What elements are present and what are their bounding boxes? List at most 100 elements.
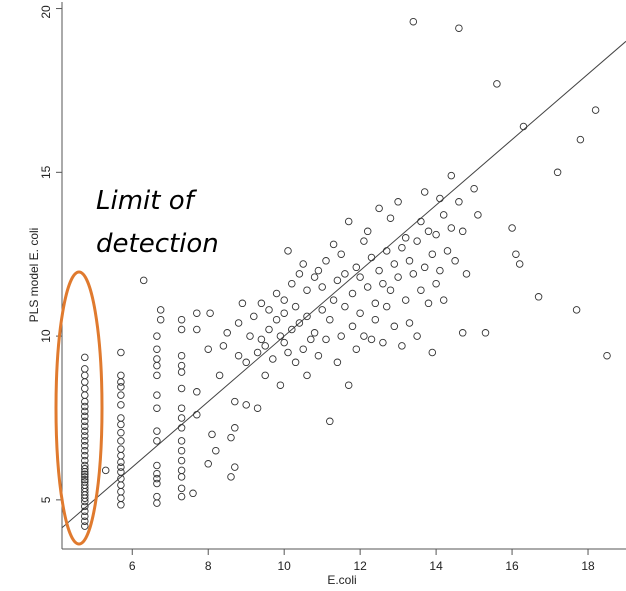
data-point — [223, 329, 231, 337]
x-tick-label: 6 — [129, 559, 136, 573]
data-point — [288, 279, 296, 288]
data-point — [117, 437, 125, 445]
data-point — [81, 481, 89, 489]
data-point — [512, 250, 520, 258]
data-point — [231, 424, 239, 432]
data-point — [424, 227, 433, 236]
plot-area — [61, 2, 626, 550]
data-point — [443, 247, 452, 255]
data-point — [280, 309, 288, 317]
data-point — [81, 456, 89, 465]
data-point — [117, 391, 125, 399]
data-point — [81, 446, 89, 455]
data-point — [458, 329, 467, 337]
data-point — [420, 188, 429, 196]
data-point — [481, 329, 490, 337]
data-point — [153, 404, 161, 412]
data-point — [417, 286, 425, 294]
data-point — [117, 401, 125, 409]
data-point — [458, 227, 467, 236]
data-point — [417, 217, 425, 226]
data-point — [269, 355, 277, 363]
data-point — [405, 257, 414, 265]
data-point — [348, 289, 357, 298]
x-tick-label: 14 — [429, 559, 443, 573]
data-point — [117, 371, 125, 380]
data-point — [227, 433, 235, 442]
data-point — [360, 332, 368, 340]
data-point — [177, 437, 186, 445]
data-point — [303, 286, 311, 294]
data-point — [371, 299, 380, 308]
data-point — [193, 388, 201, 396]
data-point — [329, 240, 338, 249]
data-point — [455, 198, 463, 206]
data-point — [337, 250, 345, 258]
data-point — [81, 507, 89, 516]
data-point — [81, 475, 89, 484]
data-point — [193, 410, 201, 419]
limit-of-detection-highlight-ellipse — [54, 270, 104, 546]
data-point — [508, 224, 516, 232]
data-point — [101, 466, 110, 475]
data-point — [81, 512, 89, 520]
data-point — [156, 315, 165, 324]
data-point — [253, 404, 262, 412]
data-point — [177, 492, 186, 501]
data-point — [348, 322, 357, 331]
data-point — [367, 253, 376, 262]
data-point — [81, 442, 89, 450]
y-tick-label: 5 — [39, 496, 53, 503]
data-point — [265, 325, 273, 334]
data-point — [591, 106, 600, 114]
data-point — [329, 296, 338, 304]
data-point — [231, 463, 239, 471]
data-point — [310, 273, 319, 281]
data-point — [367, 335, 376, 344]
data-point — [81, 422, 89, 430]
data-point — [177, 456, 186, 465]
data-point — [177, 446, 186, 455]
data-point — [261, 342, 269, 350]
x-tick-label: 10 — [278, 559, 292, 573]
data-point — [177, 325, 186, 334]
data-point — [291, 358, 300, 367]
data-point — [276, 381, 285, 389]
data-point — [553, 168, 562, 177]
data-point — [153, 345, 161, 353]
data-point — [390, 260, 399, 268]
data-point — [394, 273, 402, 281]
data-point — [333, 276, 342, 285]
data-point — [344, 381, 353, 389]
data-point — [462, 270, 471, 278]
data-point — [447, 224, 456, 232]
data-point — [231, 397, 239, 406]
data-point — [117, 445, 125, 453]
data-point — [242, 358, 250, 367]
data-point — [117, 468, 125, 476]
data-point — [193, 309, 201, 317]
data-point — [208, 430, 216, 439]
data-point — [212, 446, 220, 455]
data-point — [576, 135, 585, 144]
data-point — [398, 243, 406, 252]
data-point — [117, 463, 125, 471]
data-point — [81, 461, 89, 470]
data-point — [81, 432, 89, 440]
data-point — [436, 194, 444, 203]
data-point — [117, 428, 125, 437]
data-point — [81, 451, 89, 460]
data-point — [246, 332, 254, 340]
data-point — [447, 171, 456, 180]
data-point — [303, 312, 311, 321]
data-point — [261, 371, 269, 380]
data-point — [117, 383, 125, 391]
data-point — [363, 227, 372, 236]
data-point — [177, 361, 186, 370]
data-point — [81, 465, 89, 473]
data-point — [394, 198, 402, 206]
data-point — [493, 80, 501, 88]
data-point — [474, 211, 482, 219]
data-point — [227, 473, 235, 481]
data-point — [344, 217, 353, 226]
